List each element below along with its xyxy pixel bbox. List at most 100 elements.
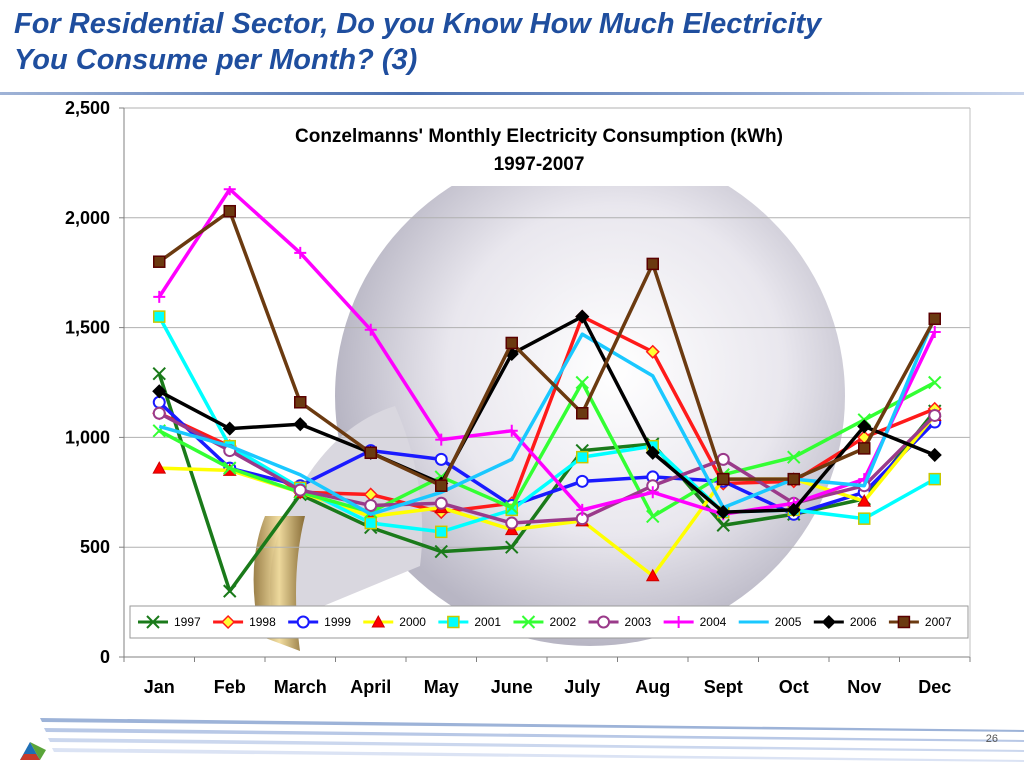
legend-item-2006: 2006 [813, 614, 877, 630]
x-tick-label-april: April [350, 677, 391, 697]
x-tick-label-june: June [491, 677, 533, 697]
chart-subtitle: 1997-2007 [494, 154, 585, 175]
x-tick-label-feb: Feb [214, 677, 246, 697]
gridlines [124, 107, 970, 548]
line-chart: 0 500 1,000 1,500 2,000 2,500 Jan Feb March April… [65, 98, 971, 697]
chart-title: Conzelmanns' Monthly Electricity Consump… [295, 126, 783, 147]
data-point-2007-oct [787, 472, 800, 486]
x-tick-label-sept: Sept [704, 677, 743, 697]
legend-item-2001: 2001 [438, 615, 501, 629]
slide-title-line-2: You Consume per Month? (3) [14, 44, 418, 76]
legend-label-2001: 2001 [474, 615, 501, 629]
data-point-2006-feb [222, 421, 237, 436]
legend-label-2005: 2005 [775, 615, 802, 629]
data-point-2002-july [575, 375, 589, 390]
logo-icon [20, 742, 46, 760]
data-point-2006-sept [716, 505, 731, 520]
legend-label-2007: 2007 [925, 615, 952, 629]
axes: 0 500 1,000 1,500 2,000 2,500 Jan Feb March April… [65, 98, 971, 697]
x-tick-label-may: May [424, 677, 459, 697]
data-point-2007-march [294, 396, 307, 409]
data-point-2006-oct [786, 502, 801, 517]
data-point-2007-june [505, 336, 518, 350]
legend-marker-2002 [521, 615, 536, 629]
series-line-2002 [158, 380, 936, 519]
series-2005 [158, 315, 937, 517]
legend-label-1999: 1999 [324, 615, 351, 629]
x-tick-label-oct: Oct [779, 677, 809, 697]
title-divider [0, 92, 1024, 95]
data-point-2001-jan [153, 310, 166, 323]
y-tick-label: 0 [100, 647, 110, 667]
data-point-2006-july [575, 309, 590, 324]
data-point-1999-july [575, 474, 589, 488]
series-line-2006 [158, 314, 936, 514]
x-tick-label-jan: Jan [144, 677, 175, 697]
data-point-2004-aug [646, 486, 659, 499]
data-point-2003-march [293, 483, 307, 497]
legend-label-2003: 2003 [625, 615, 652, 629]
legend-marker-2007 [897, 615, 911, 629]
data-point-2001-may [435, 525, 448, 539]
data-point-1999-jan [152, 395, 166, 409]
data-point-2002-aug [646, 509, 660, 524]
data-point-2001-nov [858, 512, 871, 525]
series-line-2001 [157, 315, 936, 534]
legend-marker-2006 [821, 614, 836, 630]
footer-stripes [40, 718, 1024, 762]
y-tick-label: 1,500 [65, 318, 110, 338]
data-point-2001-dec [928, 472, 941, 486]
data-point-2007-dec [928, 312, 941, 326]
series-line-2004 [157, 187, 937, 517]
legend-label-1998: 1998 [249, 615, 276, 629]
data-point-2003-dec [928, 408, 942, 422]
legend-marker-2000 [371, 614, 386, 628]
legend-marker-2004 [672, 616, 685, 628]
data-point-2007-aug [646, 257, 659, 271]
data-point-2002-feb [223, 461, 237, 475]
data-point-2007-nov [858, 442, 871, 455]
legend-marker-1998 [221, 614, 236, 630]
data-point-2007-july [576, 406, 589, 420]
y-tick-label: 500 [80, 537, 110, 557]
legend-label-2004: 2004 [700, 615, 727, 629]
slide-title: For Residential Sector, Do you Know How … [14, 6, 1014, 78]
series-2007 [153, 204, 941, 492]
series-layer [152, 183, 942, 598]
data-point-2002-oct [787, 450, 801, 464]
data-point-2000-nov [857, 494, 872, 507]
data-point-2007-may [435, 479, 448, 492]
chart-title-box: Conzelmanns' Monthly Electricity Consump… [218, 116, 860, 186]
data-point-1997-may [434, 544, 448, 559]
data-point-2007-feb [223, 204, 236, 218]
data-point-2000-aug [645, 568, 660, 582]
x-tick-label-nov: Nov [847, 677, 881, 697]
data-point-2001-july [576, 450, 589, 464]
legend-marker-1997 [146, 615, 160, 629]
y-tick-label: 1,000 [65, 427, 110, 447]
data-point-2004-april [364, 323, 377, 336]
data-point-2000-jan [152, 461, 167, 474]
legend-item-1999: 1999 [288, 615, 351, 629]
legend-item-1997: 1997 [138, 615, 201, 629]
data-point-1997-jan [152, 367, 166, 381]
data-point-2004-jan [153, 290, 166, 303]
legend-item-2000: 2000 [363, 614, 426, 629]
legend-item-2002: 2002 [513, 615, 576, 629]
data-point-1998-aug [645, 344, 660, 359]
data-point-2003-may [434, 496, 448, 510]
x-tick-label-july: July [564, 677, 600, 697]
slide-title-line-1: For Residential Sector, Do you Know How … [14, 8, 822, 40]
legend-label-2006: 2006 [850, 615, 877, 629]
data-point-1997-june [505, 540, 519, 554]
data-point-1997-feb [223, 584, 237, 598]
legend-label-1997: 1997 [174, 615, 201, 629]
legend-item-2005: 2005 [738, 615, 802, 629]
series-line-2005 [158, 315, 937, 517]
data-point-2002-dec [928, 375, 942, 390]
data-point-2003-april [364, 498, 378, 512]
legend-marker-1999 [296, 615, 310, 629]
data-point-2002-june [505, 500, 519, 515]
data-point-2006-march [293, 417, 308, 432]
data-point-2007-april [364, 446, 377, 460]
